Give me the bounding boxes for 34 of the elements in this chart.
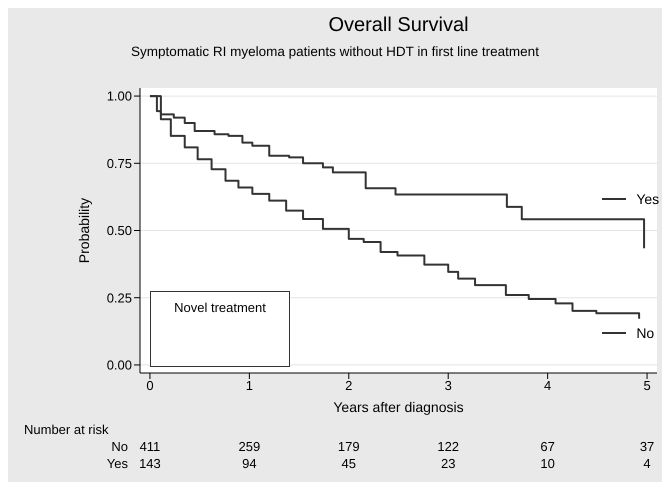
x-tick-label: 3 bbox=[444, 378, 452, 394]
y-tick-label: 0.75 bbox=[106, 156, 132, 171]
y-tick-label: 1.00 bbox=[106, 88, 132, 104]
text: 23 bbox=[440, 456, 456, 471]
x-tick-label: 4 bbox=[544, 378, 552, 394]
text: 94 bbox=[241, 456, 258, 471]
legend-label: Yes bbox=[636, 191, 660, 207]
text: No bbox=[111, 439, 128, 454]
text: 259 bbox=[238, 439, 262, 454]
text: 411 bbox=[138, 439, 162, 454]
x-axis-title: Years after diagnosis bbox=[333, 399, 464, 415]
text: 67 bbox=[539, 439, 556, 454]
text: 4 bbox=[642, 456, 652, 471]
text: 143 bbox=[138, 456, 162, 471]
text: 45 bbox=[340, 456, 358, 471]
text: Yes bbox=[106, 456, 128, 471]
legend-label: No bbox=[636, 325, 654, 341]
text: 179 bbox=[336, 439, 361, 454]
chart-title: Overall Survival bbox=[327, 14, 470, 37]
y-tick-label: 0.00 bbox=[106, 358, 132, 373]
legend-frame: Novel treatment bbox=[150, 291, 290, 367]
legend-title: Novel treatment bbox=[173, 300, 267, 315]
text: 10 bbox=[539, 456, 556, 471]
x-tick-label: 0 bbox=[146, 378, 154, 394]
text: Number at risk bbox=[24, 422, 109, 437]
x-tick-label: 5 bbox=[643, 378, 651, 394]
y-tick-label: 0.50 bbox=[106, 223, 132, 238]
y-tick-label: 0.25 bbox=[106, 290, 132, 306]
y-axis-title: Probability bbox=[76, 198, 92, 264]
text: 37 bbox=[638, 439, 656, 454]
chart-subtitle: Symptomatic RI myeloma patients without HDT in first line treatment bbox=[130, 44, 540, 59]
x-tick-label: 1 bbox=[246, 378, 253, 394]
text: 122 bbox=[436, 439, 460, 454]
x-tick-label: 2 bbox=[345, 378, 352, 394]
